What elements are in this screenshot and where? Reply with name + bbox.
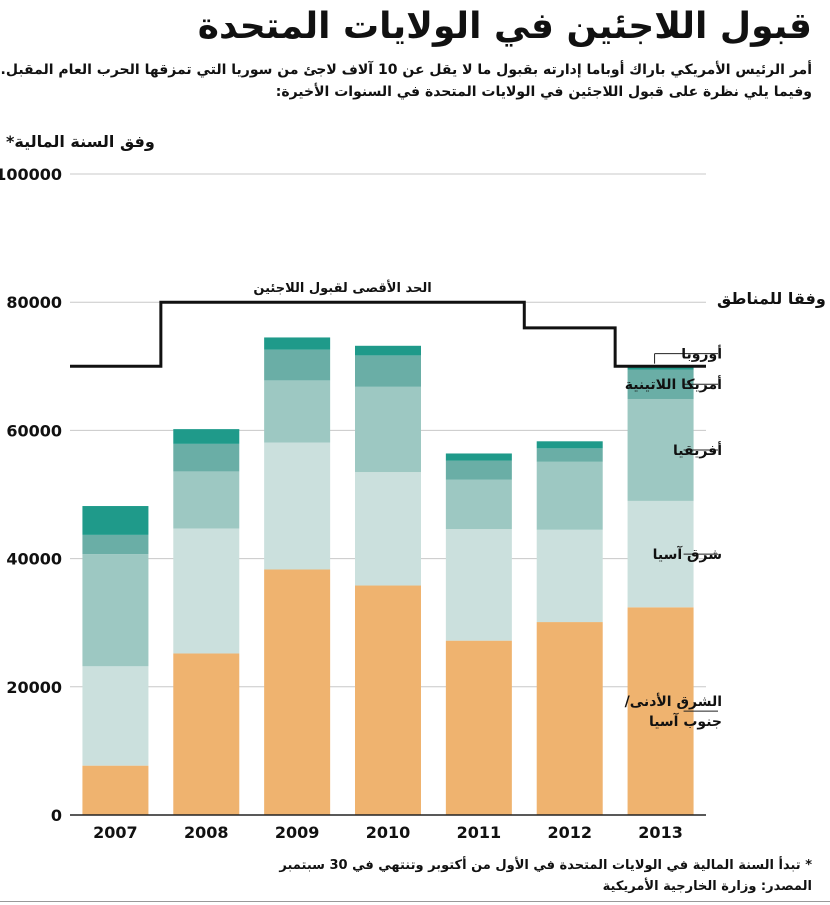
bar-segment: [536, 448, 603, 462]
x-tick-label: 2009: [275, 823, 320, 842]
bar-segment: [355, 585, 421, 815]
x-tick-label: 2007: [93, 823, 138, 842]
bar-segment: [536, 529, 603, 623]
bar-segment: [264, 569, 331, 815]
bar-segment: [627, 369, 694, 399]
y-tick-label: 80000: [6, 293, 62, 312]
legend-label: الشرق الأدنى/: [625, 693, 722, 710]
x-tick-label: 2013: [638, 823, 683, 842]
bar-segment: [355, 355, 421, 387]
bar-segment: [627, 607, 694, 815]
subtitle-line-1: أمر الرئيس الأمريكي باراك أوباما إدارته …: [0, 62, 813, 78]
bar-segment: [82, 666, 149, 766]
bar-segment: [82, 554, 149, 667]
bar-segment: [536, 441, 603, 449]
ceiling-line-group: الحد الأقصى لقبول اللاجئين: [70, 279, 706, 368]
x-tick-label: 2010: [366, 823, 411, 842]
bar-segment: [627, 500, 694, 608]
y-tick-label: 0: [51, 806, 62, 825]
y-axis-label: وفق السنة المالية*: [6, 132, 155, 151]
bar-segment: [264, 442, 331, 570]
ceiling-line: [70, 300, 706, 368]
x-tick-label: 2011: [457, 823, 502, 842]
bar-segment: [173, 429, 240, 444]
bar-segment: [355, 386, 421, 473]
bar-segment: [173, 653, 240, 815]
legend-title: وفقا للمناطق: [717, 289, 826, 308]
page-title: قبول اللاجئين في الولايات المتحدة: [197, 6, 812, 47]
x-tick-label: 2008: [184, 823, 229, 842]
source-note: المصدر: وزارة الخارجية الأمريكية: [602, 879, 812, 894]
bar-segment: [173, 528, 240, 654]
bar-segment: [627, 398, 694, 501]
axes: 0 20000 40000 60000 80000 100000 2007 2008 2009 2…: [0, 165, 706, 842]
bar-segment: [536, 461, 603, 530]
y-tick-label: 100000: [0, 165, 62, 184]
legend-label: جنوب آسيا: [649, 712, 722, 730]
bar-segment: [264, 349, 331, 381]
x-tick-label: 2012: [547, 823, 592, 842]
bar-segment: [445, 479, 512, 530]
bottom-divider: [0, 901, 830, 902]
bars: [82, 337, 694, 815]
subtitle-line-2: وفيما يلي نظرة على قبول اللاجئين في الول…: [275, 84, 812, 100]
bar-segment: [355, 472, 421, 586]
bar-segment: [445, 460, 512, 480]
bar-segment: [264, 337, 331, 350]
ceiling-label: الحد الأقصى لقبول اللاجئين: [253, 279, 431, 296]
bar-segment: [445, 640, 512, 815]
bar-segment: [264, 380, 331, 443]
bar-segment: [173, 443, 240, 472]
legend-label: أمريكا اللاتينية: [625, 375, 722, 393]
footnote: * تبدأ السنة المالية في الولايات المتحدة…: [279, 858, 812, 873]
bar-segment: [445, 453, 512, 461]
bar-segment: [355, 345, 421, 356]
bar-segment: [173, 471, 240, 529]
bar-segment: [82, 506, 149, 535]
legend-label: أوروبا: [681, 345, 722, 363]
y-tick-label: 20000: [6, 678, 62, 697]
legend-label: أفريقيا: [673, 441, 722, 459]
bar-segment: [82, 765, 149, 815]
bar-segment: [536, 622, 603, 815]
legend-label: شرق آسيا: [653, 545, 722, 563]
bar-segment: [445, 529, 512, 641]
bar-segment: [82, 534, 149, 555]
legend: الشرق الأدنى/جنوب آسيا شرق آسيا أفريقيا أمر…: [625, 345, 722, 730]
y-tick-label: 40000: [6, 550, 62, 569]
y-tick-label: 60000: [6, 421, 62, 440]
